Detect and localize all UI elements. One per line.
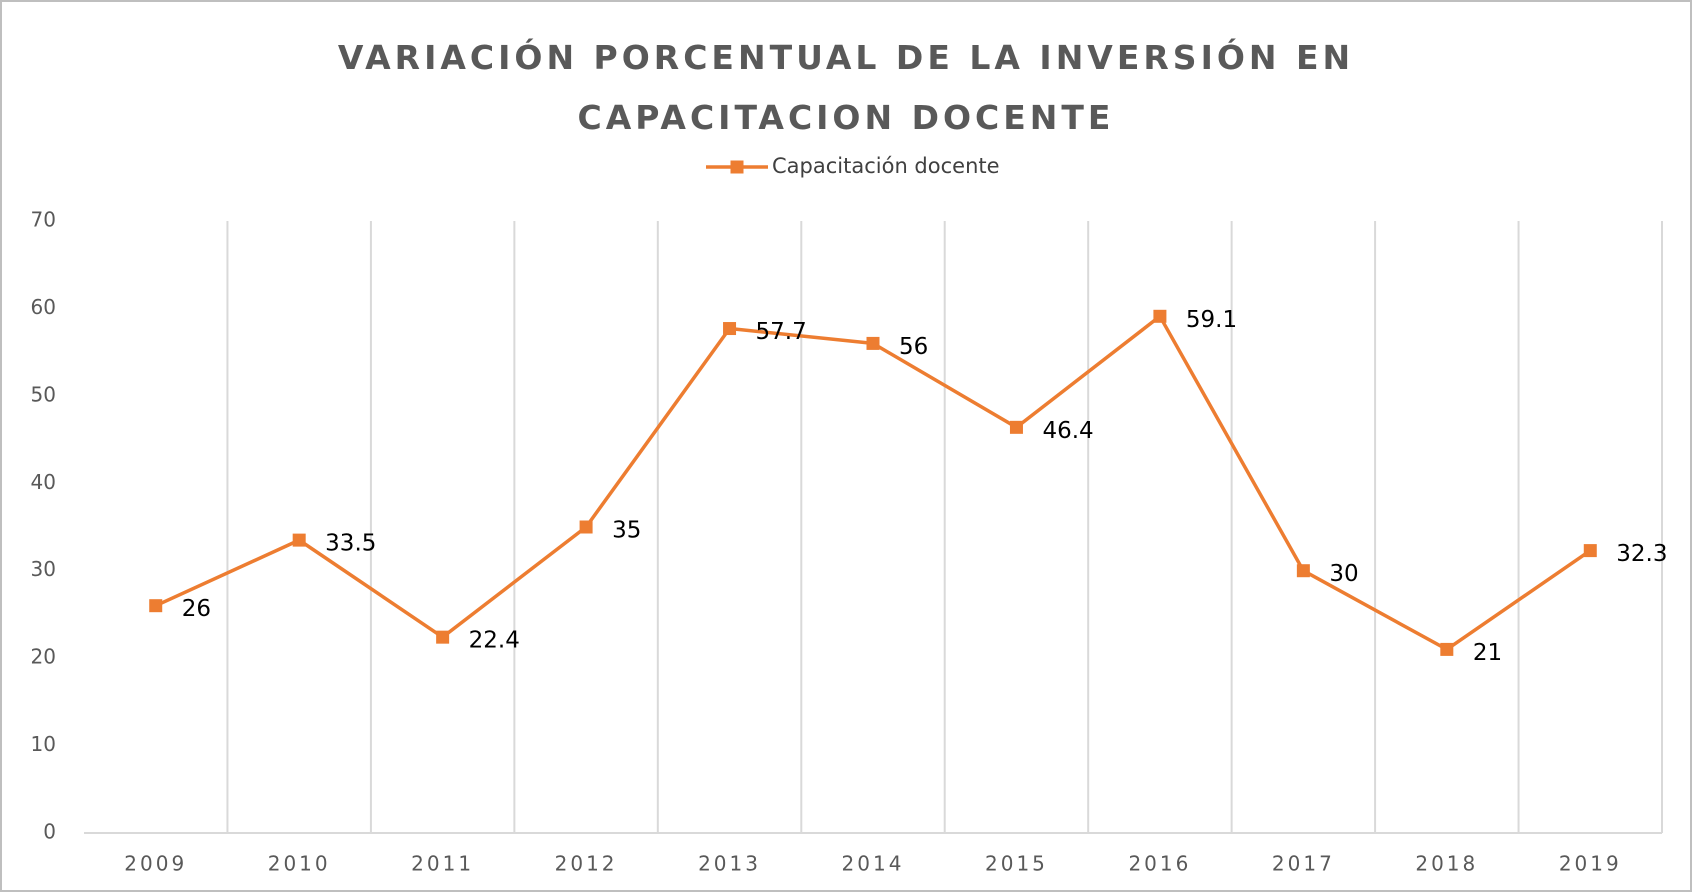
x-tick-label: 2016 [1128,852,1191,876]
x-tick-label: 2017 [1272,852,1335,876]
x-tick-label: 2015 [985,852,1048,876]
y-tick-label: 0 [43,820,56,844]
x-tick-label: 2011 [411,852,474,876]
data-label: 21 [1473,640,1502,666]
x-tick-label: 2012 [555,852,618,876]
y-tick-label: 60 [31,295,56,319]
point-marker [1296,564,1310,578]
x-tick-label: 2018 [1415,852,1478,876]
point-marker [436,630,450,644]
point-marker [1440,642,1454,656]
x-tick-label: 2009 [124,852,187,876]
x-tick-label: 2014 [842,852,905,876]
data-label: 56 [899,334,928,360]
data-label: 57.7 [756,319,807,345]
data-label: 26 [182,596,211,622]
point-marker [866,336,880,350]
data-label: 59.1 [1186,307,1237,333]
data-label: 32.3 [1616,541,1667,567]
x-tick-label: 2010 [268,852,331,876]
point-marker [579,520,593,534]
point-marker [1009,420,1023,434]
x-tick-label: 2013 [698,852,761,876]
data-label: 22.4 [469,628,520,654]
data-label: 35 [612,518,641,544]
point-marker [1153,309,1167,323]
data-label: 46.4 [1042,418,1093,444]
y-tick-label: 70 [31,208,56,232]
y-tick-label: 20 [31,645,56,669]
y-tick-label: 50 [31,382,56,406]
legend-label: Capacitación docente [772,154,1000,178]
point-marker [1583,544,1597,558]
chart-title: VARIACIÓN PORCENTUAL DE LA INVERSIÓN EN … [337,38,1355,137]
data-label: 33.5 [325,531,376,557]
data-label: 30 [1329,561,1358,587]
x-tick-label: 2019 [1559,852,1622,876]
point-marker [292,533,306,547]
y-tick-label: 10 [31,732,56,756]
y-tick-label: 30 [31,557,56,581]
point-marker [723,322,737,336]
legend-marker [730,160,744,174]
y-tick-label: 40 [31,470,56,494]
point-marker [149,599,163,613]
